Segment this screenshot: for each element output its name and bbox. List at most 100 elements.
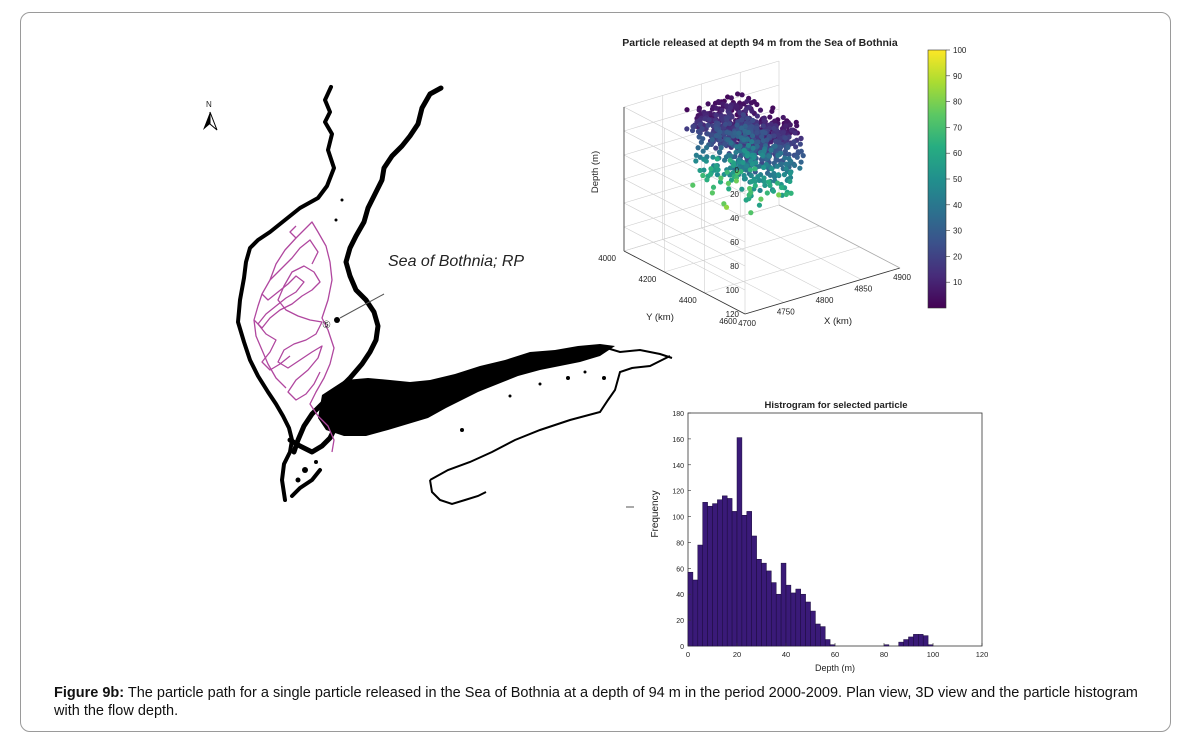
scatter3d-point [766,153,772,159]
histogram-ylabel: Frequency [650,490,661,537]
scatter3d-point [774,180,781,186]
histogram-bars [687,437,934,647]
scatter3d-point [780,130,786,136]
scatter3d-xtick-label: 4800 [816,296,834,305]
histogram-ytick-label: 0 [680,644,684,651]
histogram-bar [918,634,924,647]
histogram-bar [810,610,816,647]
scatter3d-point [708,166,714,172]
scatter3d-point [734,122,740,128]
scatter3d-point [798,135,804,141]
scatter3d-point [690,182,696,188]
scatter3d-point [749,133,756,139]
scatter3d-point [709,136,715,143]
histogram-bar [726,498,733,647]
scatter3d-point [703,158,709,164]
scatter3d-point [737,148,743,154]
scatter3d-point [700,148,706,154]
scatter3d-point [732,130,738,136]
scatter3d-point [769,166,775,172]
scatter3d-point [797,141,803,147]
scatter3d-point [743,163,749,169]
scatter3d-point [736,130,742,136]
histogram-bar [922,635,929,647]
scatter3d-point [747,167,753,173]
scatter3d-ylabel: Y (km) [646,312,674,323]
colorbar [927,49,947,309]
histogram-xtick-label: 120 [976,650,989,659]
scatter3d-point [689,127,696,134]
scatter3d-point [722,121,729,127]
scatter3d-point [740,159,746,166]
islands [295,198,606,483]
scatter3d-point [757,107,764,113]
scatter3d-point [748,100,755,106]
histogram-xtick-label: 20 [733,650,741,659]
scatter3d-point [684,126,690,132]
scatter3d-point [751,154,757,160]
histogram-bar [712,503,718,647]
histogram-ytick-label: 20 [676,618,684,625]
histogram-chart: Histrogram for selected particle 0 20 40 60… [626,400,988,673]
scatter3d-point [768,147,774,153]
scatter3d-point [768,139,774,145]
histogram-bar [800,593,806,647]
scatter3d-xlabel: X (km) [824,316,852,327]
scatter3d-point [775,172,782,178]
scatter3d-point [717,149,723,155]
plan-view-map: N ⑤ Sea of Bothnia; RP [203,85,673,506]
scatter3d-point [778,144,784,150]
scatter3d-point [739,125,745,131]
scatter3d-ztick-label: 100 [726,286,740,295]
histogram-ytick-label: 120 [672,489,684,496]
scatter3d-point [699,125,705,132]
scatter3d-point [772,118,778,124]
figure-caption: Figure 9b: The particle path for a singl… [54,684,1154,720]
scatter3d-point [697,122,703,128]
scatter3d-point [760,138,766,144]
scatter3d-point [728,95,734,101]
scatter3d-point [728,177,735,183]
scatter3d-point [710,184,717,190]
scatter3d-ytick-label: 4000 [598,254,616,263]
scatter3d-point [722,141,728,147]
scatter3d-ztick-label: 40 [730,214,739,223]
histogram-ytick-label: 180 [672,411,684,418]
scatter3d-points [684,91,806,216]
particle-path [253,221,335,453]
histogram-ytick-label: 40 [676,592,684,599]
scatter3d-xtick-label: 4700 [738,319,756,328]
colorbar-tick-label: 80 [953,98,962,107]
scatter3d-xtick-label: 4900 [893,273,911,282]
scatter3d-point [733,178,739,184]
histogram-bar [707,505,713,647]
histogram-bar [780,562,787,647]
scatter3d-point [788,127,795,133]
scatter3d-point [785,144,791,150]
colorbar-tick-label: 70 [953,123,962,132]
histogram-xtick-label: 60 [831,650,839,659]
scatter3d-point [724,117,730,123]
scatter3d-ytick-label: 4600 [719,317,737,326]
histogram-ticks: 0 20 40 60 80 100 120 0 20 40 60 80 100 120 140 160 180 [672,411,988,659]
scatter3d-point [760,129,766,135]
histogram-bar [883,644,890,647]
scatter3d-point [690,123,696,130]
histogram-bar [913,634,919,647]
scatter3d-point [758,196,764,202]
scatter3d-point [791,139,797,145]
scatter3d-point [726,186,732,192]
scatter3d-point [734,103,740,109]
scatter3d-point [684,107,690,113]
scatter3d-point [783,161,789,167]
figure-frame [20,12,1171,732]
scatter3d-point [713,105,719,111]
scatter3d-point [739,186,745,192]
scatter3d-point [754,125,760,131]
scatter3d-point [703,144,710,151]
scatter3d-point [755,174,761,180]
scatter3d-point [744,153,750,159]
scatter3d-point [745,129,751,136]
scatter3d-point [727,130,733,136]
scatter3d-point [723,154,729,160]
